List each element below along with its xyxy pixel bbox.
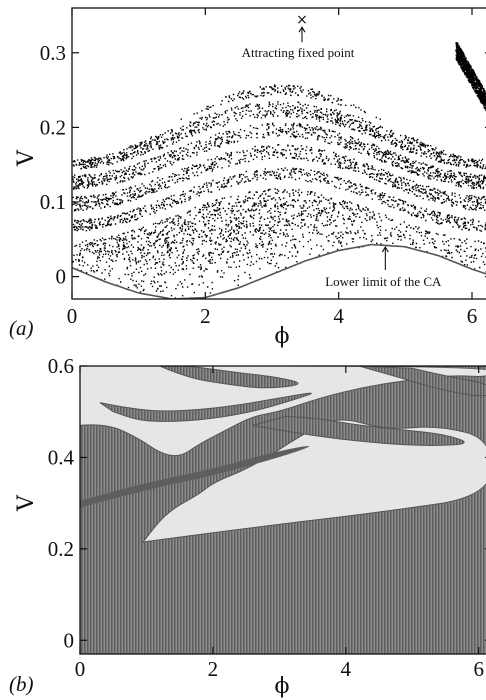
- panel-b-ticks: 0 2 4 6 0 0.2 0.4 0.6: [48, 354, 486, 681]
- panel-b-ytick-label: 0.4: [48, 445, 75, 469]
- dark-tongue-4: [358, 366, 486, 397]
- fixed-point-arrowhead: [298, 26, 306, 33]
- separatrix-band: [80, 445, 310, 508]
- panel-b: 0 2 4 6 0 0.2 0.4 0.6 ϕ V (b): [9, 354, 486, 699]
- dark-tongue-1: [159, 366, 299, 389]
- panel-a-ytick-label: 0.3: [40, 41, 66, 65]
- panel-a-lower-limit-curve: [72, 243, 486, 299]
- panel-a-ytick-label: 0.2: [40, 115, 66, 139]
- panel-b-ytick-label: 0: [64, 628, 75, 652]
- panel-b-ytick-label: 0.2: [48, 537, 74, 561]
- panel-a-xtick-label: 2: [200, 304, 211, 328]
- light-basin-upper: [80, 366, 486, 457]
- panel-b-ylabel: V: [14, 494, 39, 512]
- annotation-lower-limit: Lower limit of the CA: [325, 274, 442, 289]
- panel-a-xtick-label: 6: [467, 304, 478, 328]
- panel-a-ylabel: V: [14, 149, 39, 167]
- panel-b-xtick-label: 4: [341, 657, 352, 681]
- panel-b-frame: [79, 365, 486, 655]
- panel-a-frame: [71, 7, 486, 300]
- dark-tongue-3: [252, 415, 465, 446]
- panel-a-xlabel: ϕ: [275, 324, 290, 349]
- panel-b-label: (b): [9, 672, 34, 696]
- panel-a-ytick-label: 0: [56, 265, 67, 289]
- panel-a-label: (a): [9, 316, 34, 340]
- panel-b-xtick-label: 0: [75, 657, 86, 681]
- panel-b-data: [80, 366, 486, 654]
- panel-a-xtick-label: 4: [333, 304, 344, 328]
- panel-b-xlabel: ϕ: [275, 674, 290, 699]
- panel-a-xtick-label: 0: [67, 304, 78, 328]
- panel-a-ytick-label: 0.1: [40, 190, 66, 214]
- dark-tongue-2: [99, 392, 312, 422]
- panel-b-ytick-label: 0.6: [48, 354, 74, 378]
- panel-a-ticks: 0 2 4 6 0 0.1 0.2 0.3: [40, 8, 486, 328]
- panel-a-data: [72, 42, 486, 299]
- attracting-fixed-point-marker: ×: [296, 12, 308, 28]
- panel-a-annotations: × Attracting fixed point Lower limit of th…: [242, 12, 442, 289]
- panel-b-xtick-label: 2: [208, 657, 219, 681]
- annotation-attracting-fixed-point: Attracting fixed point: [242, 45, 355, 60]
- lower-limit-arrowhead: [381, 245, 389, 253]
- panel-a: 0 2 4 6 0 0.1 0.2 0.3 ϕ V (a) × Attracting fixed…: [9, 7, 486, 349]
- panel-a-scatter-points: [72, 42, 486, 299]
- panel-b-xtick-label: 6: [473, 657, 484, 681]
